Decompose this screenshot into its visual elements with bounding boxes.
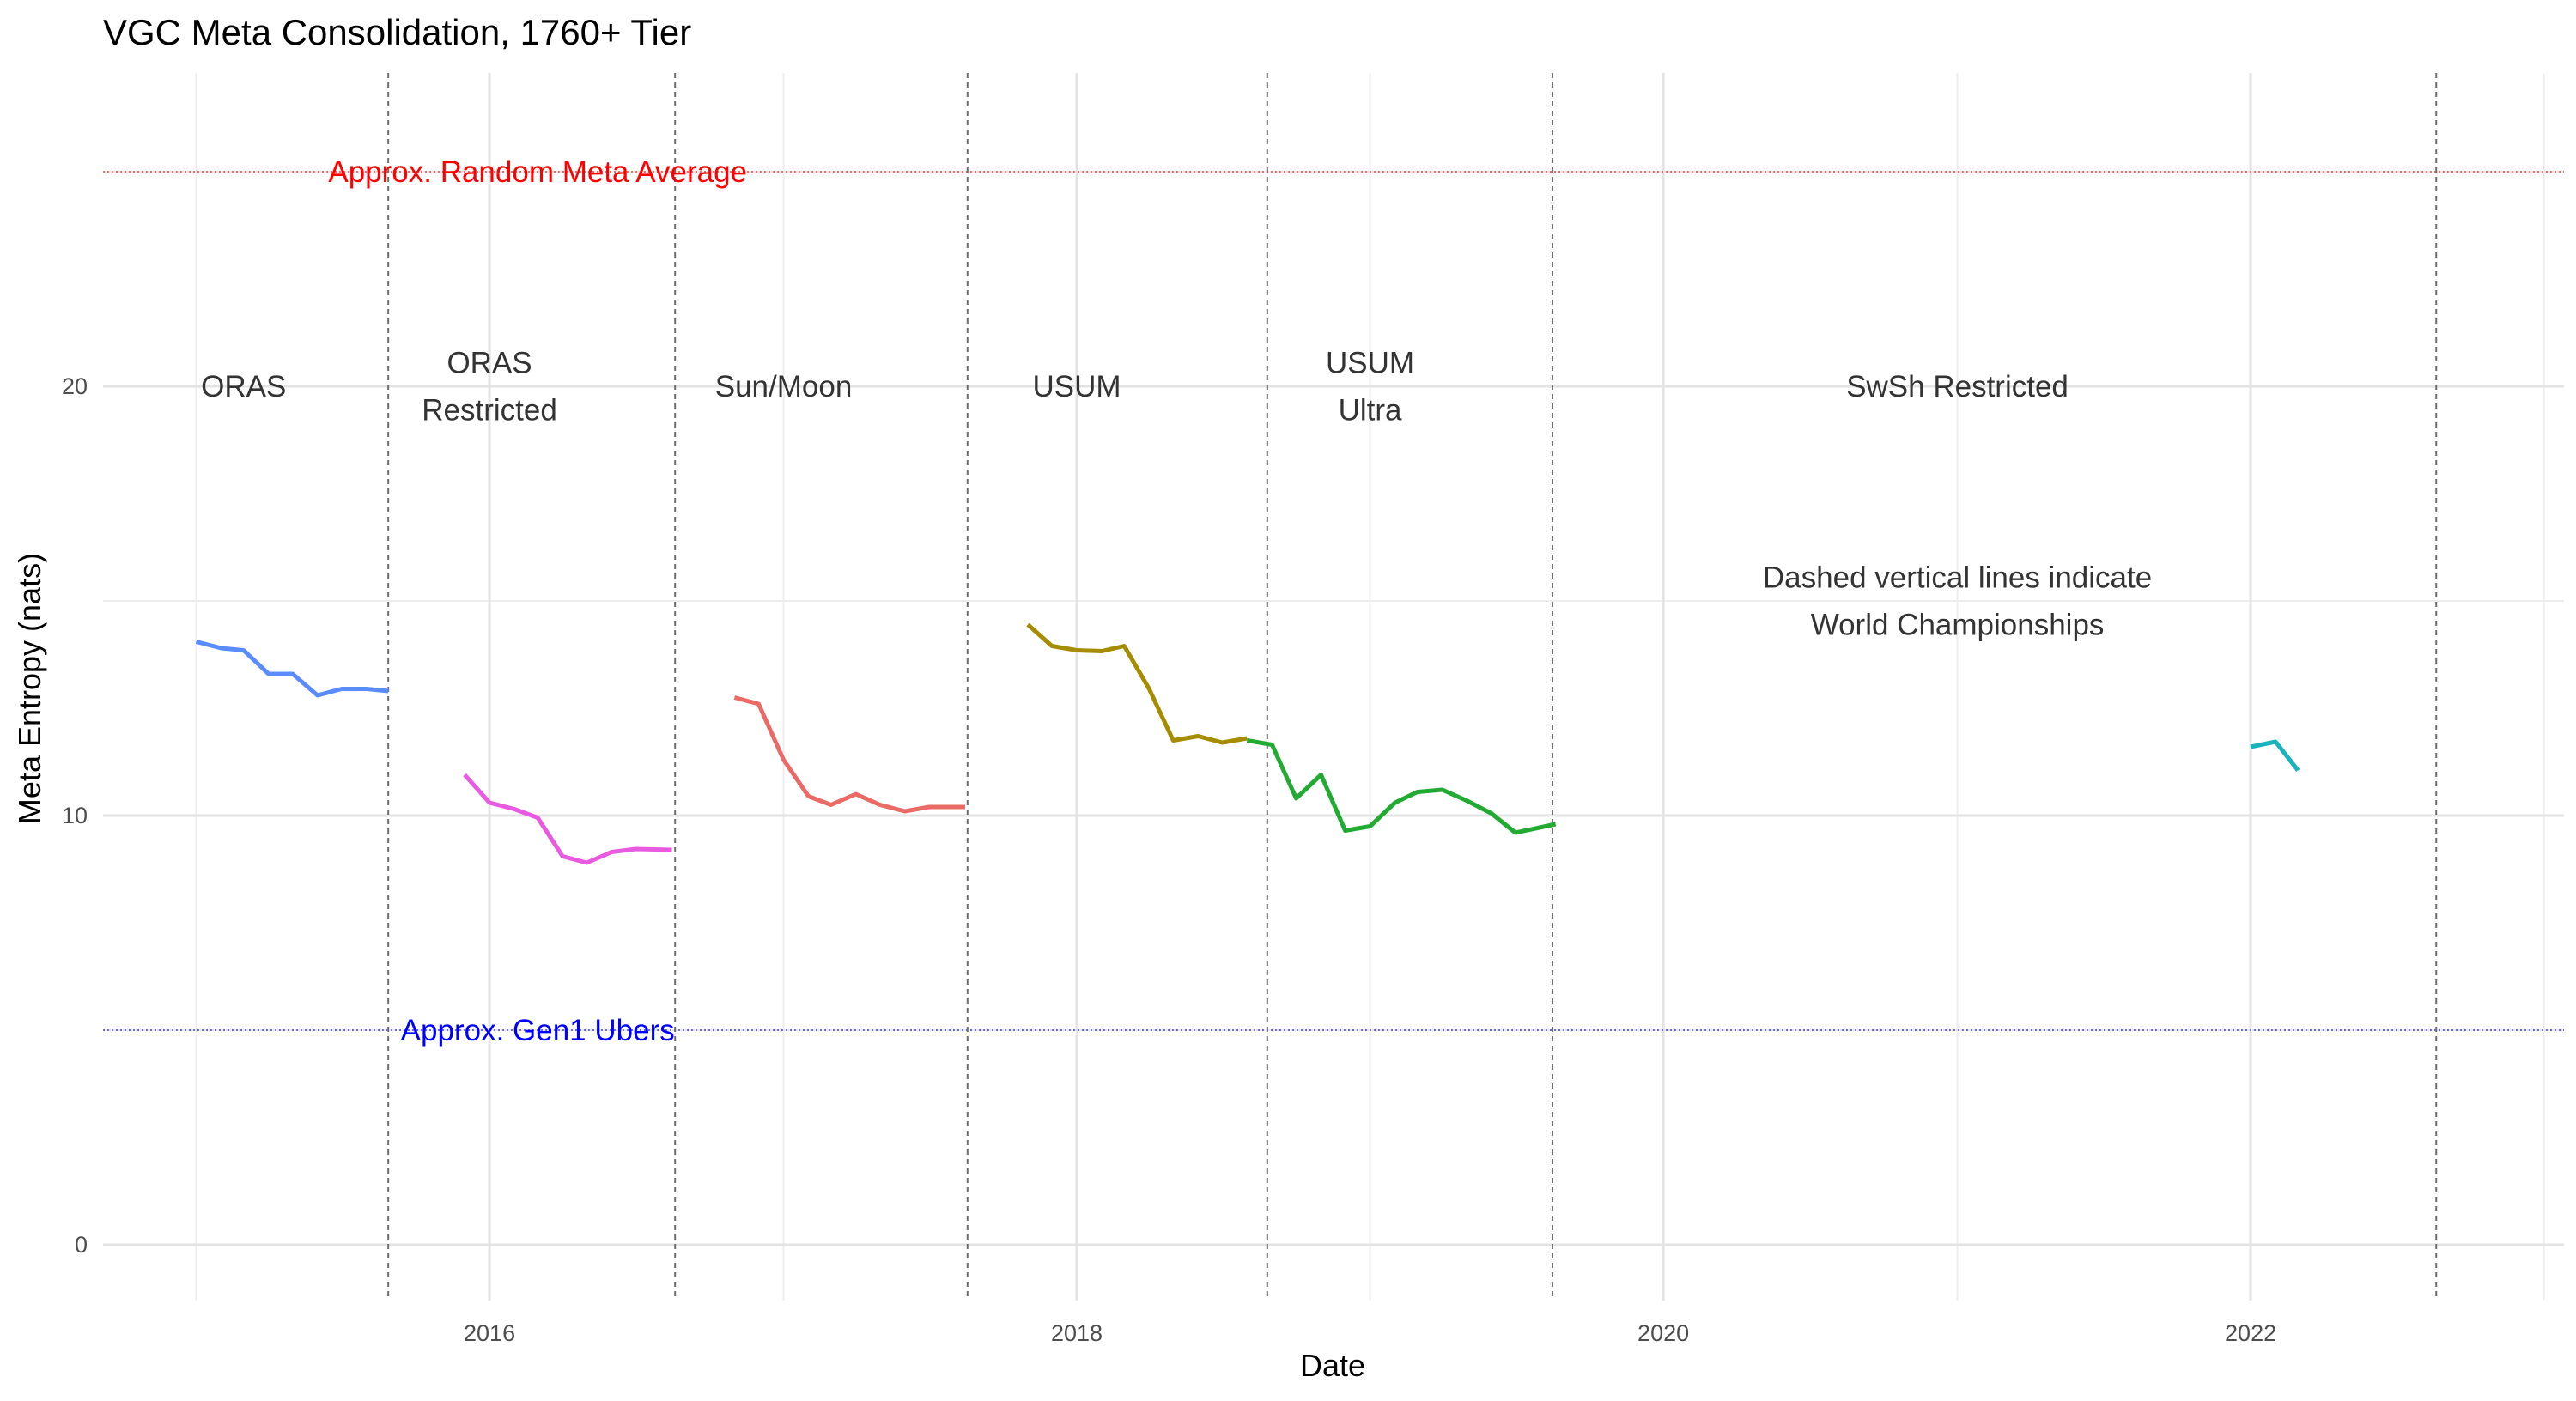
era-label: USUM: [1326, 347, 1414, 380]
era-label: ORAS: [447, 347, 532, 380]
era-label: SwSh Restricted: [1846, 370, 2069, 403]
annotations: Approx. Random Meta Average Approx. Gen1 …: [201, 155, 2152, 1047]
x-tick-label: 2020: [1637, 1320, 1689, 1346]
y-tick-labels: 0 10 20: [62, 373, 88, 1258]
grid-minor: [103, 73, 2564, 1301]
era-label: USUM: [1033, 370, 1121, 403]
era-label: Ultra: [1339, 394, 1402, 428]
era-label: ORAS: [201, 370, 286, 403]
x-tick-label: 2022: [2225, 1320, 2276, 1346]
series-line: [1026, 622, 1248, 745]
y-tick-label: 20: [62, 373, 88, 399]
x-tick-labels: 2016 2018 2020 2022: [464, 1320, 2276, 1346]
y-tick-label: 10: [62, 803, 88, 828]
series-line: [2250, 739, 2300, 773]
x-tick-label: 2018: [1051, 1320, 1103, 1346]
series-line: [1246, 738, 1557, 835]
x-tick-label: 2016: [464, 1320, 515, 1346]
reference-line-label: Approx. Random Meta Average: [328, 155, 747, 189]
grid-major: [103, 73, 2564, 1301]
note-label: World Championships: [1811, 609, 2105, 642]
note-label: Dashed vertical lines indicate: [1763, 561, 2152, 595]
reference-line-label: Approx. Gen1 Ubers: [401, 1014, 675, 1047]
x-axis-title: Date: [1300, 1348, 1365, 1383]
world-championship-lines: [387, 73, 2438, 1301]
series-line: [463, 773, 672, 865]
era-label: Restricted: [422, 394, 557, 428]
chart-title: VGC Meta Consolidation, 1760+ Tier: [103, 12, 691, 52]
y-tick-label: 0: [75, 1232, 88, 1258]
series-line: [733, 695, 965, 814]
series-line: [195, 640, 389, 698]
y-axis-title: Meta Entropy (nats): [12, 553, 47, 824]
series-lines: [195, 622, 2300, 865]
era-label: Sun/Moon: [715, 370, 853, 403]
